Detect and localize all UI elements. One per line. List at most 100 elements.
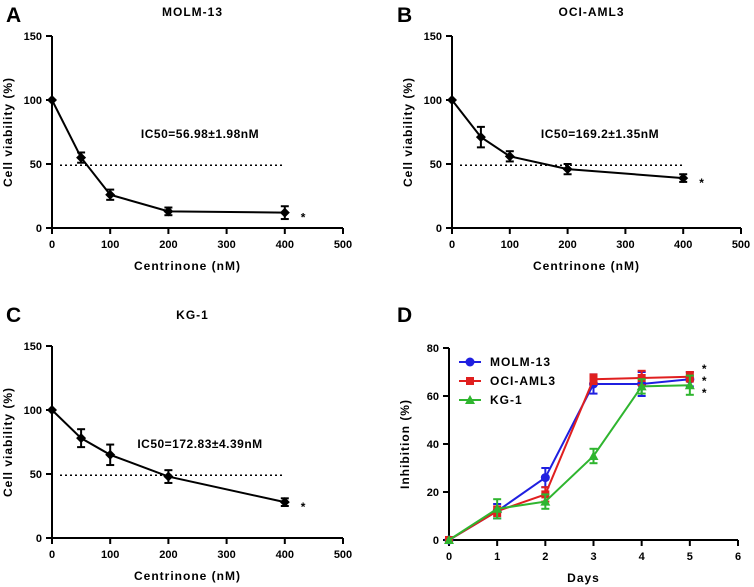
data-point: [163, 206, 174, 217]
panel-a: A MOLM-13 0 50 100 150 0 100 200 300 400 500 Centrin…: [1, 4, 352, 273]
x-tick-label: 500: [334, 239, 352, 251]
series-line: [51, 99, 285, 214]
y-tick-label: 150: [24, 31, 42, 43]
x-tick-label: 2: [542, 551, 548, 563]
y-axis-label: Cell viability (%): [401, 77, 415, 187]
legend: MOLM-13 OCI-AML3 KG-1: [459, 355, 556, 407]
data-point: [588, 451, 599, 460]
x-tick-label: 4: [639, 551, 646, 563]
significance-star: *: [301, 500, 306, 514]
y-tick-label: 100: [24, 95, 42, 107]
x-tick-label: 0: [449, 239, 455, 251]
x-tick-label: 6: [735, 551, 741, 563]
y-tick-label: 0: [36, 533, 42, 545]
x-tick-label: 200: [159, 239, 177, 251]
x-tick-label: 0: [446, 551, 452, 563]
x-tick-label: 5: [687, 551, 693, 563]
x-axis-label: Days: [567, 571, 600, 585]
significance-star: *: [699, 176, 704, 190]
x-tick-label: 200: [558, 239, 576, 251]
x-tick-label: 500: [732, 239, 750, 251]
x-tick-label: 400: [674, 239, 692, 251]
ic50-annotation: IC50=56.98±1.98nM: [141, 127, 259, 141]
significance-star: *: [301, 211, 306, 225]
legend-label: KG-1: [490, 393, 523, 407]
ic50-annotation: IC50=169.2±1.35nM: [541, 127, 659, 141]
x-tick-label: 1: [494, 551, 500, 563]
x-tick-label: 300: [217, 549, 235, 561]
y-axis-label: Cell viability (%): [1, 77, 15, 187]
series-line: [448, 384, 690, 541]
series-molm-13: *: [47, 95, 306, 225]
x-tick-label: 3: [590, 551, 596, 563]
panel-b: B OCI-AML3 0 50 100 150 0 100 200 300 400 500 Centri…: [397, 4, 750, 273]
y-axis-label: Cell viability (%): [1, 387, 15, 497]
y-tick-label: 40: [427, 439, 439, 451]
legend-label: MOLM-13: [490, 355, 551, 369]
series-kg-1: *: [444, 374, 707, 544]
y-tick-label: 0: [36, 223, 42, 235]
x-tick-label: 100: [101, 549, 119, 561]
x-tick-label: 0: [49, 239, 55, 251]
x-tick-label: 500: [334, 549, 352, 561]
x-tick-label: 300: [616, 239, 634, 251]
significance-star: *: [702, 374, 707, 388]
chart-title: MOLM-13: [162, 5, 223, 19]
x-tick-label: 100: [101, 239, 119, 251]
x-tick-label: 200: [159, 549, 177, 561]
data-point: [636, 381, 647, 391]
panel-letter: B: [397, 4, 412, 27]
data-point: [163, 471, 174, 482]
x-axis-label: Centrinone (nM): [533, 259, 640, 273]
legend-label: OCI-AML3: [490, 374, 556, 388]
x-axis-label: Centrinone (nM): [134, 569, 241, 583]
y-tick-label: 20: [427, 487, 439, 499]
data-point: [684, 380, 695, 390]
y-tick-label: 60: [427, 391, 439, 403]
y-axis-label: Inhibition (%): [398, 399, 412, 489]
legend-marker: [465, 357, 475, 367]
series-kg-1: *: [47, 405, 306, 514]
x-tick-label: 0: [49, 549, 55, 561]
legend-marker: [466, 377, 474, 385]
data-point: [504, 151, 515, 162]
significance-star: *: [702, 386, 707, 400]
data-point: [637, 374, 646, 382]
y-tick-label: 100: [424, 95, 442, 107]
x-axis-label: Centrinone (nM): [134, 259, 241, 273]
data-point: [562, 164, 573, 175]
chart-title: KG-1: [176, 308, 209, 322]
data-point: [47, 95, 57, 105]
data-point: [475, 132, 486, 143]
y-tick-label: 50: [30, 469, 42, 481]
panel-c: C KG-1 0 50 100 150 0 100 200 300 400 500 Centrinone…: [1, 304, 352, 583]
x-tick-label: 400: [276, 239, 294, 251]
legend-marker: [465, 395, 475, 404]
data-point: [678, 173, 689, 184]
y-tick-label: 80: [427, 343, 439, 355]
data-point: [279, 207, 290, 218]
y-tick-label: 50: [430, 159, 442, 171]
significance-star: *: [702, 362, 707, 376]
data-point: [589, 375, 598, 384]
data-point: [540, 473, 550, 483]
x-tick-label: 400: [276, 549, 294, 561]
data-point: [444, 535, 454, 544]
data-point: [279, 497, 290, 508]
series-line: [51, 409, 286, 504]
data-point: [492, 503, 503, 513]
panel-letter: A: [6, 4, 21, 27]
y-tick-label: 0: [436, 223, 442, 235]
data-point: [76, 433, 87, 444]
x-tick-label: 300: [217, 239, 235, 251]
panel-letter: D: [397, 304, 412, 327]
data-point: [47, 405, 57, 415]
ic50-annotation: IC50=172.83±4.39nM: [137, 437, 262, 451]
panel-letter: C: [6, 304, 21, 327]
data-point: [105, 189, 116, 200]
x-tick-label: 100: [501, 239, 519, 251]
y-tick-label: 150: [24, 341, 42, 353]
y-tick-label: 50: [30, 159, 42, 171]
